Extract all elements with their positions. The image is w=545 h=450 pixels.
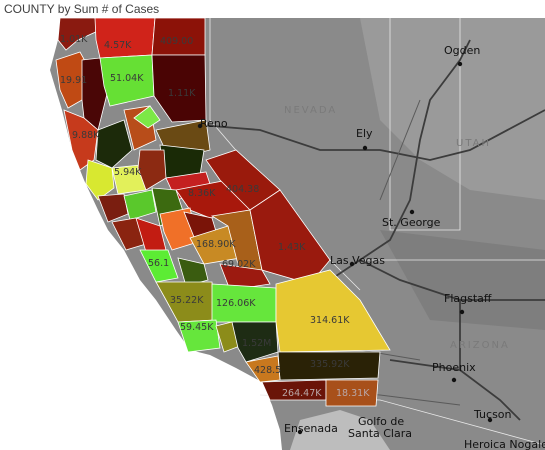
state-label: NEVADA [284, 105, 337, 116]
county-region[interactable] [151, 54, 207, 123]
county-region[interactable] [219, 263, 271, 291]
city-dot [409, 209, 415, 215]
road [379, 99, 421, 201]
city-dot [349, 261, 355, 267]
county-value-label: 4.57K [104, 40, 132, 51]
county-value-label: 69.02K [222, 259, 256, 270]
county-region[interactable] [249, 189, 331, 285]
state-label: ARIZONA [450, 340, 510, 351]
city-dot [457, 61, 463, 67]
county-value-label: 1.43K [278, 242, 306, 253]
county-value-label: 56.1 [148, 258, 169, 269]
county-value-label: 9.88K [72, 130, 100, 141]
county-value-label: 8.36K [188, 188, 216, 199]
city-label: Tucson [473, 408, 512, 421]
county-region[interactable] [97, 193, 129, 223]
county-value-label: 1.01K [60, 34, 88, 45]
county-region[interactable] [63, 109, 99, 171]
county-value-labels: 1.01K 4.57K 409.00 19.91 51.04K 1.11K 9.… [60, 34, 370, 399]
highway [359, 259, 545, 301]
county-region[interactable] [123, 189, 157, 221]
city-label: Heroica Nogales [464, 438, 545, 450]
city-label: Phoenix [432, 361, 476, 374]
terrain-patch [380, 230, 545, 330]
county-value-label: 428.5 [254, 365, 281, 376]
city-dot [197, 123, 203, 129]
ocean-gulf [290, 410, 390, 450]
county-value-label: 264.47K [282, 388, 322, 399]
county-value-label: 51.04K [110, 73, 144, 84]
county-region[interactable] [137, 149, 167, 191]
terrain-patch [360, 18, 545, 200]
state-label: UTAH [456, 138, 491, 149]
city-label: Las Vegas [330, 254, 385, 267]
highway [199, 109, 545, 161]
city-dot [362, 145, 368, 151]
ocean [0, 18, 282, 450]
county-region[interactable] [133, 105, 161, 129]
city-dot [459, 309, 465, 315]
county-region[interactable] [177, 257, 209, 287]
county-value-label: 168.90K [196, 239, 236, 250]
city-dot [487, 417, 493, 423]
county-region[interactable] [85, 159, 115, 201]
city-label: Golfo de [358, 415, 404, 428]
county-region[interactable] [99, 54, 155, 107]
county-value-label: 314.61K [310, 315, 350, 326]
county-value-label: 19.91 [60, 75, 87, 86]
county-region[interactable] [94, 18, 156, 59]
county-region[interactable] [325, 379, 379, 407]
county-value-label: 59.45K [180, 322, 214, 333]
county-region[interactable] [231, 321, 279, 363]
city-label: Santa Clara [348, 427, 412, 440]
city-label: Ely [356, 127, 373, 140]
county-value-label: 409.00 [160, 36, 193, 47]
county-value-label: 404.38 [226, 184, 259, 195]
county-value-label: 35.22K [170, 295, 204, 306]
utah-border [389, 18, 461, 231]
county-value-label: 5.94K [114, 167, 142, 178]
county-value-label: 18.31K [336, 388, 370, 399]
city-label: Reno [200, 117, 228, 130]
county-region[interactable] [57, 18, 101, 51]
county-region[interactable] [139, 249, 179, 283]
county-value-label: 335.92K [310, 359, 350, 370]
filled-map[interactable]: NEVADA UTAH ARIZONA Ogden Reno Ely St. G… [0, 18, 545, 450]
city-dot [451, 377, 457, 383]
highway [299, 39, 471, 301]
city-label: Ensenada [284, 422, 338, 435]
county-region[interactable] [245, 355, 281, 383]
california-counties [55, 18, 391, 407]
county-region[interactable] [95, 119, 133, 169]
highway [389, 359, 521, 421]
visual-title: COUNTY by Sum # of Cases [4, 2, 160, 16]
city-label: St. George [382, 216, 441, 229]
county-value-label: 1.52M [242, 338, 271, 349]
county-value-label: 126.06K [216, 298, 256, 309]
city-dot [297, 429, 303, 435]
city-markers: Ogden Reno Ely St. George Las Vegas Flag… [197, 44, 545, 450]
county-value-label: 1.11K [168, 88, 196, 99]
city-label: Flagstaff [444, 292, 492, 305]
county-region[interactable] [177, 319, 221, 353]
city-label: Ogden [444, 44, 480, 57]
